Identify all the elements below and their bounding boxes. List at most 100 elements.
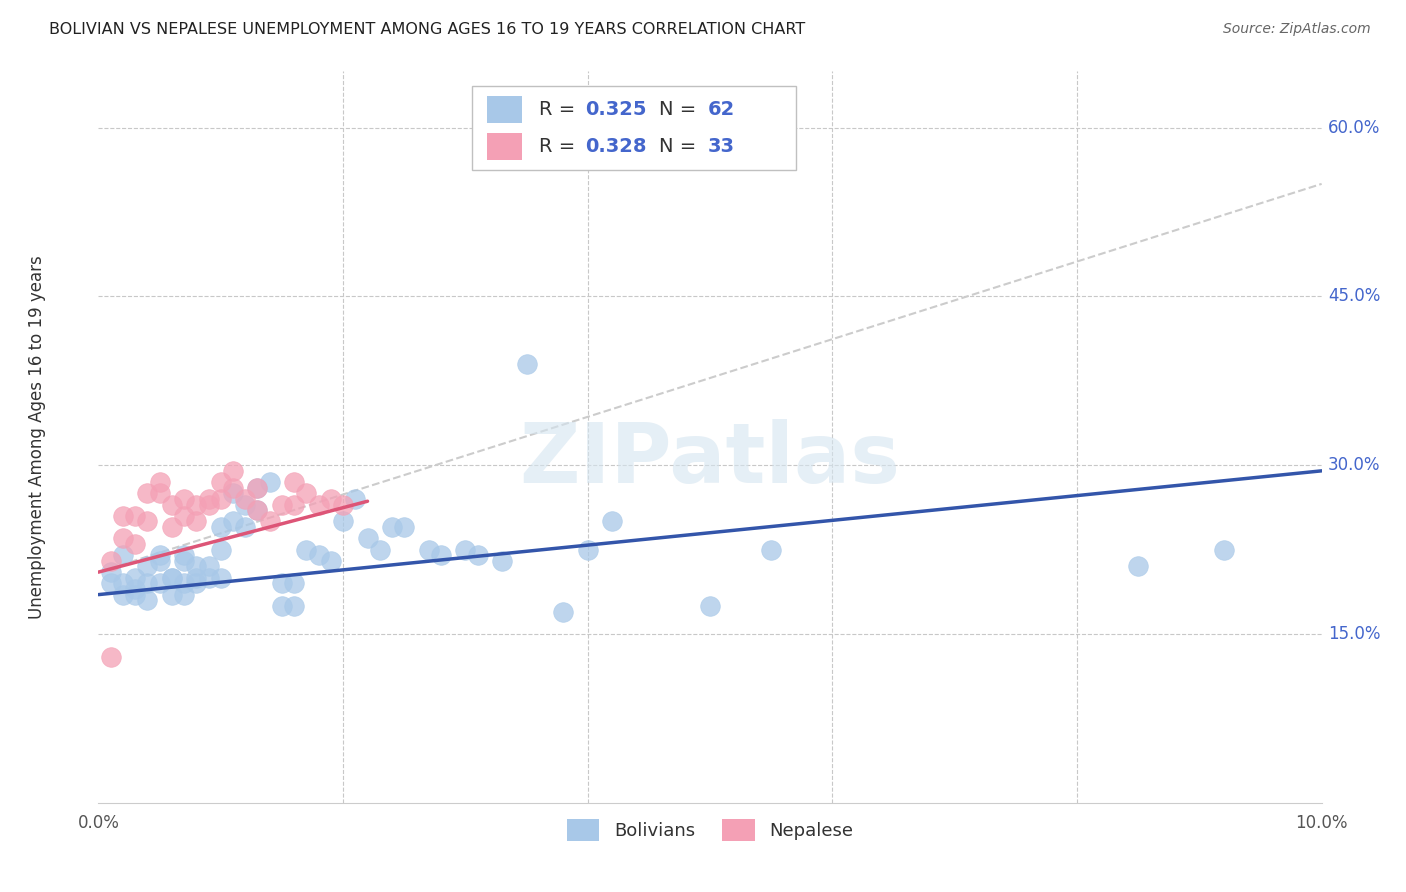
Text: 0.325: 0.325 [585, 100, 647, 119]
Point [186, 498, 208, 512]
Point [124, 571, 146, 585]
Point [197, 498, 219, 512]
Point [246, 503, 269, 517]
Point [197, 491, 219, 506]
Point [553, 605, 575, 619]
Point [356, 532, 378, 546]
Text: Unemployment Among Ages 16 to 19 years: Unemployment Among Ages 16 to 19 years [28, 255, 46, 619]
Point [368, 542, 391, 557]
Point [100, 554, 122, 568]
Text: 33: 33 [707, 137, 734, 156]
Point [1128, 559, 1150, 574]
Point [233, 498, 256, 512]
Point [233, 491, 256, 506]
Point [246, 481, 269, 495]
Point [319, 554, 342, 568]
Point [149, 475, 172, 489]
Text: 0.328: 0.328 [585, 137, 647, 156]
Point [160, 588, 183, 602]
Point [160, 571, 183, 585]
Bar [488, 95, 522, 123]
Point [173, 576, 195, 591]
Point [308, 498, 330, 512]
Point [100, 576, 122, 591]
Point [149, 548, 172, 562]
Point [111, 508, 134, 523]
Point [516, 357, 538, 371]
Point [295, 542, 318, 557]
Text: Source: ZipAtlas.com: Source: ZipAtlas.com [1223, 22, 1371, 37]
Point [186, 576, 208, 591]
Text: 15.0%: 15.0% [1327, 625, 1381, 643]
Point [136, 515, 159, 529]
Point [173, 508, 195, 523]
Point [332, 515, 354, 529]
Legend: Bolivians, Nepalese: Bolivians, Nepalese [560, 812, 860, 848]
Point [209, 491, 232, 506]
Point [209, 542, 232, 557]
Point [259, 515, 281, 529]
Point [160, 520, 183, 534]
Point [222, 486, 245, 500]
Point [381, 520, 404, 534]
Point [1212, 542, 1234, 557]
Point [246, 503, 269, 517]
Point [222, 515, 245, 529]
Point [759, 542, 782, 557]
Point [136, 576, 159, 591]
Point [100, 565, 122, 579]
Point [283, 498, 305, 512]
Point [259, 475, 281, 489]
Text: ZIPatlas: ZIPatlas [520, 418, 900, 500]
Point [283, 599, 305, 613]
Point [222, 464, 245, 478]
Point [209, 520, 232, 534]
Point [173, 588, 195, 602]
Point [283, 475, 305, 489]
Point [136, 559, 159, 574]
Point [197, 559, 219, 574]
Text: BOLIVIAN VS NEPALESE UNEMPLOYMENT AMONG AGES 16 TO 19 YEARS CORRELATION CHART: BOLIVIAN VS NEPALESE UNEMPLOYMENT AMONG … [49, 22, 806, 37]
Point [173, 491, 195, 506]
Point [186, 559, 208, 574]
Point [233, 520, 256, 534]
Point [149, 554, 172, 568]
Point [149, 576, 172, 591]
Point [430, 548, 453, 562]
Point [111, 532, 134, 546]
Text: N =: N = [658, 100, 702, 119]
Text: R =: R = [538, 137, 581, 156]
Point [699, 599, 721, 613]
Point [270, 498, 292, 512]
Text: 30.0%: 30.0% [1327, 456, 1381, 475]
Point [173, 554, 195, 568]
Point [491, 554, 513, 568]
Point [454, 542, 477, 557]
Text: R =: R = [538, 100, 581, 119]
Point [111, 588, 134, 602]
Point [209, 571, 232, 585]
Point [111, 576, 134, 591]
Point [295, 486, 318, 500]
Bar [488, 133, 522, 161]
Point [197, 571, 219, 585]
Point [222, 481, 245, 495]
Point [124, 508, 146, 523]
Text: 60.0%: 60.0% [1327, 119, 1381, 136]
Point [576, 542, 599, 557]
Point [186, 571, 208, 585]
Text: N =: N = [658, 137, 702, 156]
Point [209, 475, 232, 489]
Point [124, 537, 146, 551]
Point [344, 491, 367, 506]
Point [149, 486, 172, 500]
Point [467, 548, 489, 562]
Point [173, 548, 195, 562]
Point [160, 498, 183, 512]
Point [270, 576, 292, 591]
Point [111, 548, 134, 562]
Point [124, 582, 146, 596]
Point [100, 649, 122, 664]
Point [319, 491, 342, 506]
Point [308, 548, 330, 562]
